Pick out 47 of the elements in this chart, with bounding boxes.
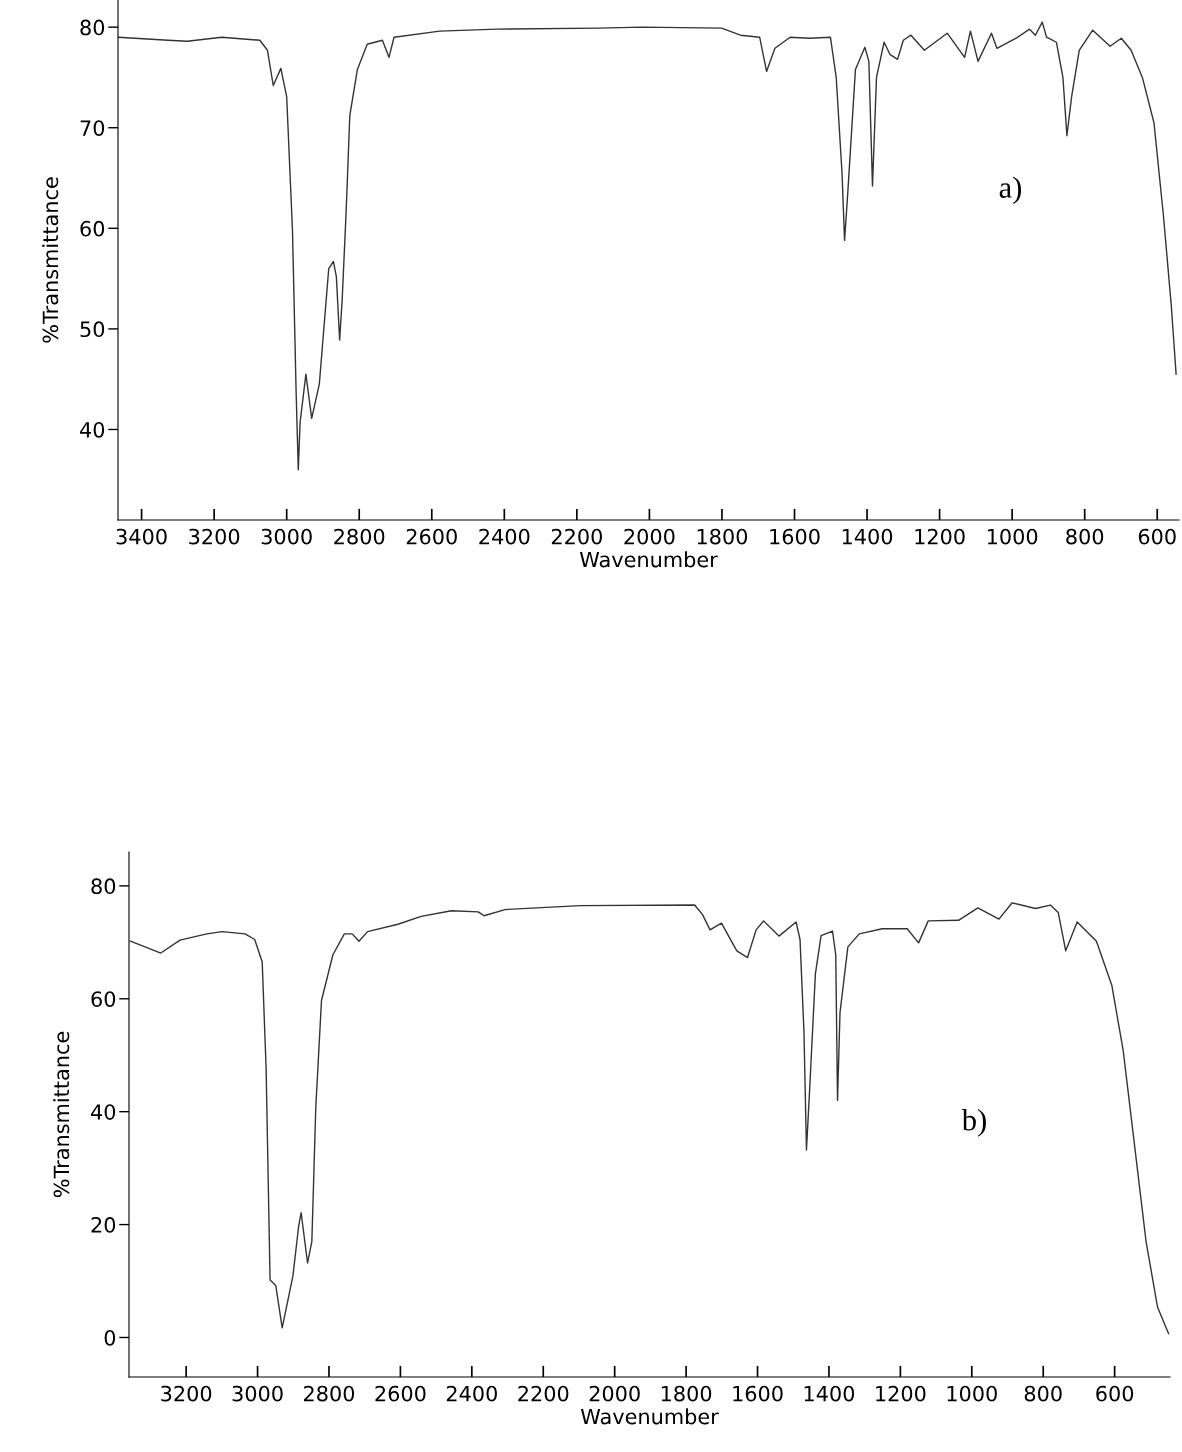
- x-tick-label: 1400: [842, 528, 893, 545]
- annotation: b): [961, 1109, 986, 1137]
- y-tick-label: 80: [80, 19, 105, 36]
- x-tick-label: 1400: [804, 1385, 855, 1402]
- x-tick-label: 600: [1138, 528, 1176, 545]
- x-tick-label: 3400: [116, 528, 167, 545]
- x-tick-label: 1600: [733, 1385, 783, 1402]
- x-tick-label: 1800: [697, 528, 748, 545]
- x-tick-label: 3200: [189, 528, 240, 545]
- x-tick-label: 1000: [947, 1385, 997, 1402]
- x-tick-label: 3000: [261, 528, 312, 545]
- y-tick-label: 0: [104, 1329, 116, 1346]
- x-tick-label: 1000: [987, 528, 1038, 545]
- x-tick-label: 800: [1024, 1385, 1062, 1402]
- y-axis-title: %Transmittance: [53, 1031, 70, 1198]
- y-tick-label: 50: [80, 321, 105, 338]
- x-tick-label: 2600: [406, 528, 457, 545]
- y-tick-label: 60: [91, 991, 116, 1007]
- x-tick-label: 2800: [334, 528, 385, 545]
- x-tick-label: 2200: [518, 1385, 569, 1402]
- x-tick-label: 2000: [624, 528, 675, 545]
- y-tick-label: 70: [80, 120, 105, 136]
- x-tick-label: 1800: [661, 1385, 712, 1402]
- y-tick-label: 20: [91, 1217, 116, 1233]
- x-tick-label: 1200: [915, 528, 965, 545]
- x-tick-label: 2200: [551, 528, 602, 545]
- x-tick-label: 2600: [375, 1385, 426, 1402]
- x-tick-label: 3200: [161, 1385, 212, 1402]
- x-tick-label: 2000: [589, 1385, 640, 1402]
- x-axis-title: Wavenumber: [580, 1408, 719, 1425]
- x-tick-label: 600: [1096, 1385, 1134, 1402]
- y-tick-label: 40: [80, 421, 105, 438]
- annotation: a): [999, 176, 1022, 205]
- x-tick-label: 1600: [770, 528, 820, 545]
- x-tick-label: 2400: [479, 528, 530, 545]
- x-tick-label: 2800: [304, 1385, 355, 1402]
- y-tick-label: 60: [80, 220, 105, 237]
- line-series: [118, 21, 1177, 471]
- x-tick-label: 2400: [446, 1385, 497, 1402]
- x-tick-label: 800: [1066, 528, 1104, 545]
- x-tick-label: 1200: [876, 1385, 926, 1402]
- x-axis-title: Wavenumber: [579, 551, 718, 568]
- y-tick-label: 40: [91, 1104, 116, 1120]
- y-tick-label: 80: [91, 878, 116, 895]
- y-axis-title: %Transmittance: [42, 177, 59, 343]
- line-series: [129, 902, 1170, 1335]
- x-tick-label: 3000: [232, 1385, 283, 1402]
